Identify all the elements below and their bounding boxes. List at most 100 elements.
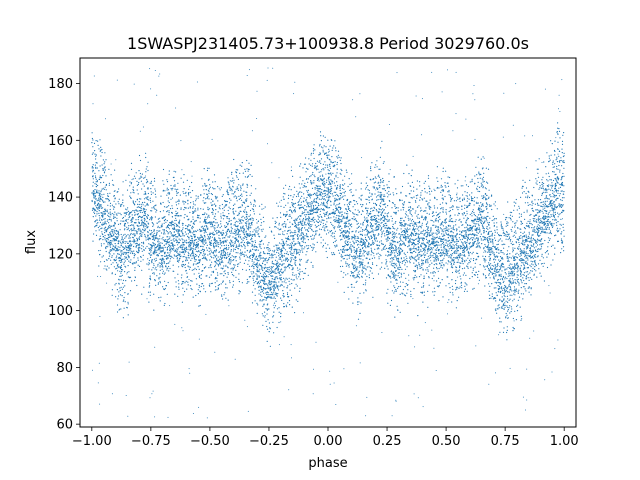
- data-point: [225, 231, 227, 233]
- data-point: [250, 203, 252, 205]
- data-point: [355, 219, 357, 222]
- data-point: [157, 263, 159, 266]
- data-point: [324, 167, 326, 169]
- data-point: [334, 199, 336, 201]
- data-point: [288, 264, 290, 266]
- data-point: [314, 224, 316, 226]
- data-point: [182, 241, 184, 243]
- data-point: [213, 238, 215, 240]
- data-point: [197, 247, 199, 249]
- data-point: [129, 244, 131, 246]
- data-point: [346, 210, 348, 213]
- data-point: [229, 189, 231, 191]
- data-point: [133, 250, 135, 252]
- data-point: [290, 253, 292, 255]
- data-point: [300, 233, 302, 235]
- data-point: [119, 275, 121, 277]
- data-point: [108, 226, 110, 229]
- data-point: [336, 221, 338, 223]
- data-point: [274, 226, 276, 228]
- data-point: [322, 175, 324, 177]
- data-point: [217, 186, 219, 188]
- data-point: [238, 229, 240, 231]
- data-point: [92, 146, 94, 148]
- data-point: [323, 198, 325, 200]
- data-point: [250, 222, 253, 224]
- data-point: [238, 218, 240, 220]
- data-point: [183, 188, 185, 190]
- data-point: [113, 229, 115, 231]
- data-point: [248, 162, 250, 164]
- data-point: [178, 283, 180, 285]
- data-point: [209, 248, 211, 250]
- data-point: [219, 231, 221, 233]
- data-point: [102, 235, 105, 238]
- data-point: [290, 252, 292, 254]
- data-point: [347, 263, 349, 265]
- data-point: [330, 204, 332, 206]
- data-point: [337, 157, 339, 159]
- data-point: [342, 230, 344, 232]
- data-point: [281, 264, 283, 267]
- data-point: [248, 168, 250, 171]
- data-point: [181, 238, 183, 240]
- data-point: [316, 209, 318, 211]
- data-point: [240, 206, 242, 208]
- data-point: [259, 281, 262, 283]
- data-point: [219, 251, 221, 253]
- data-point: [297, 216, 300, 218]
- data-point: [226, 249, 228, 251]
- data-point: [249, 218, 251, 220]
- data-point: [220, 283, 222, 285]
- data-point: [184, 247, 186, 249]
- data-point: [339, 195, 341, 197]
- data-point: [247, 170, 249, 172]
- data-point: [97, 208, 99, 210]
- data-point: [293, 240, 295, 242]
- data-point: [208, 239, 210, 241]
- data-point: [118, 282, 120, 284]
- data-point: [246, 184, 249, 186]
- data-point: [128, 174, 130, 176]
- data-point: [136, 210, 138, 212]
- data-point: [245, 233, 247, 235]
- data-point: [327, 192, 329, 194]
- data-point: [154, 235, 156, 237]
- data-point: [114, 216, 116, 218]
- data-point: [131, 214, 133, 216]
- data-point: [131, 230, 133, 232]
- data-point: [259, 256, 261, 258]
- data-point: [197, 209, 199, 211]
- data-point: [122, 286, 124, 288]
- data-point: [274, 305, 276, 307]
- data-point: [299, 207, 301, 209]
- data-point: [123, 220, 125, 222]
- data-point: [128, 210, 130, 212]
- data-point: [322, 196, 324, 198]
- data-point: [300, 201, 302, 203]
- data-point: [129, 261, 131, 263]
- data-point: [252, 208, 255, 210]
- data-point: [265, 297, 267, 299]
- data-point: [138, 250, 140, 252]
- data-point: [183, 235, 186, 237]
- data-point: [335, 217, 337, 219]
- data-point: [284, 252, 286, 255]
- data-point: [93, 233, 95, 235]
- data-point: [255, 280, 257, 283]
- data-point: [289, 221, 291, 223]
- data-point: [251, 273, 253, 275]
- data-point: [162, 262, 164, 264]
- data-point: [167, 238, 170, 240]
- data-point: [151, 207, 153, 209]
- data-point: [248, 281, 250, 283]
- data-point: [178, 221, 180, 223]
- data-point: [353, 257, 355, 259]
- data-point: [216, 280, 218, 282]
- data-point: [300, 234, 302, 236]
- data-point: [257, 230, 259, 232]
- data-point: [201, 270, 203, 272]
- data-point: [250, 201, 252, 203]
- data-point: [170, 232, 172, 234]
- data-point: [266, 267, 268, 269]
